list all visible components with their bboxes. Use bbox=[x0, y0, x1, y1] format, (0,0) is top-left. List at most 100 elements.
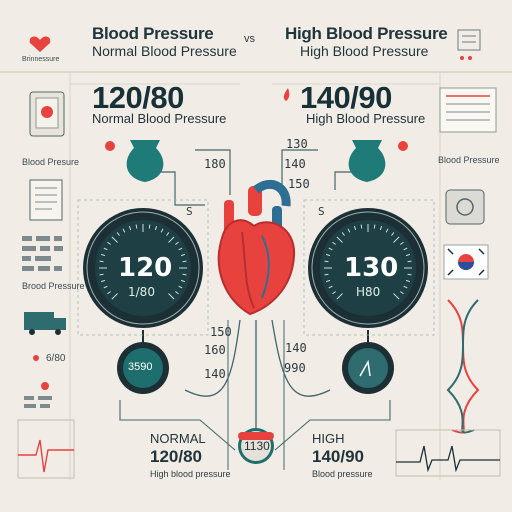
gauge-tick bbox=[111, 236, 118, 243]
gauge-tick bbox=[100, 279, 106, 283]
right-title: High Blood Pressure bbox=[285, 24, 448, 43]
gauge-tick bbox=[166, 232, 170, 236]
right-card-label: Blood Pressure bbox=[438, 155, 500, 165]
normal-tick-4: 140 bbox=[204, 367, 226, 381]
side-value: 6/80 bbox=[46, 353, 66, 364]
gauge-tick bbox=[407, 273, 412, 276]
gauge-tick bbox=[336, 236, 343, 243]
gauge-tick bbox=[325, 279, 331, 283]
normal-tick-2: 150 bbox=[210, 325, 232, 339]
gauge-tick bbox=[328, 285, 333, 289]
gauge-tick bbox=[341, 232, 345, 236]
gauge-tick bbox=[100, 253, 106, 257]
high-reading: 140/90 bbox=[300, 80, 392, 115]
normal-bottom-reading: 120/80 bbox=[150, 447, 202, 466]
high-tick-4: 140 bbox=[285, 341, 307, 355]
gauge-tick bbox=[99, 260, 104, 263]
normal-label: Normal Blood Pressure bbox=[92, 111, 227, 126]
gauge-left-sub: 1/80 bbox=[128, 285, 155, 299]
high-tick-2: 140 bbox=[284, 157, 306, 171]
gauge-tick bbox=[175, 291, 179, 295]
high-tick-1: 130 bbox=[286, 137, 308, 151]
gauge-tick bbox=[332, 291, 336, 295]
gauge-tick bbox=[107, 241, 111, 245]
gauge-tick bbox=[403, 285, 408, 289]
gauge-tick bbox=[336, 293, 343, 300]
gauge-tick bbox=[373, 224, 376, 229]
gauge-tick bbox=[391, 232, 395, 236]
high-tick-3: 150 bbox=[288, 177, 310, 191]
center-mark-left: S bbox=[186, 205, 193, 218]
gauge-tick bbox=[135, 224, 138, 229]
left-title: Blood Pressure bbox=[92, 24, 214, 43]
gauge-tick bbox=[379, 225, 383, 231]
gauge-tick bbox=[180, 279, 186, 283]
left-subtitle: Normal Blood Pressure bbox=[92, 43, 237, 59]
gauge-tick bbox=[393, 236, 400, 243]
gauge-tick bbox=[122, 228, 126, 233]
gauge-right-value: 130 bbox=[344, 253, 399, 283]
gauge-tick bbox=[400, 241, 404, 245]
gauge-tick bbox=[405, 253, 411, 257]
gauge-tick bbox=[107, 291, 111, 295]
gauge-tick bbox=[353, 225, 357, 231]
gauge-tick bbox=[328, 247, 333, 251]
gauge-tick bbox=[182, 260, 187, 263]
gauge-left-value: 120 bbox=[118, 253, 173, 283]
gauge-tick bbox=[385, 228, 389, 233]
high-bottom-reading: 140/90 bbox=[312, 447, 364, 466]
gauge-tick bbox=[180, 253, 186, 257]
gauge-tick bbox=[160, 228, 164, 233]
gauge-tick bbox=[360, 224, 363, 229]
gauge-tick bbox=[175, 241, 179, 245]
gauge-tick bbox=[403, 247, 408, 251]
left-card-label: Blood Presure bbox=[22, 157, 80, 167]
normal-bottom-caption: High blood pressure bbox=[150, 469, 231, 479]
gauge-tick bbox=[178, 285, 183, 289]
gauge-tick bbox=[148, 224, 151, 229]
normal-tick-3: 160 bbox=[204, 343, 226, 357]
high-tick-5: 990 bbox=[284, 361, 306, 375]
normal-bottom-title: NORMAL bbox=[150, 431, 206, 446]
gauge-tick bbox=[325, 253, 331, 257]
vs-label: vs bbox=[244, 33, 255, 45]
gauge-tick bbox=[332, 241, 336, 245]
gauge-tick bbox=[407, 260, 412, 263]
gauge-tick bbox=[400, 291, 404, 295]
gauge-tick bbox=[103, 285, 108, 289]
gauge-tick bbox=[393, 293, 400, 300]
right-subtitle: High Blood Pressure bbox=[300, 43, 429, 59]
gauge-right-sub: H80 bbox=[356, 285, 381, 299]
gauge-tick bbox=[168, 293, 175, 300]
gauge-tick bbox=[405, 279, 411, 283]
gauge-tick bbox=[111, 293, 118, 300]
center-mark-right: S bbox=[318, 205, 325, 218]
gauge-tick bbox=[347, 228, 351, 233]
center-badge-value: 1130 bbox=[244, 439, 270, 453]
truck-label: Brood Pressure bbox=[22, 281, 85, 291]
gauge-tick bbox=[116, 232, 120, 236]
gauge-tick bbox=[324, 273, 329, 276]
normal-tick-1: 180 bbox=[204, 157, 226, 171]
logo-text: Brinnessure bbox=[22, 56, 60, 63]
